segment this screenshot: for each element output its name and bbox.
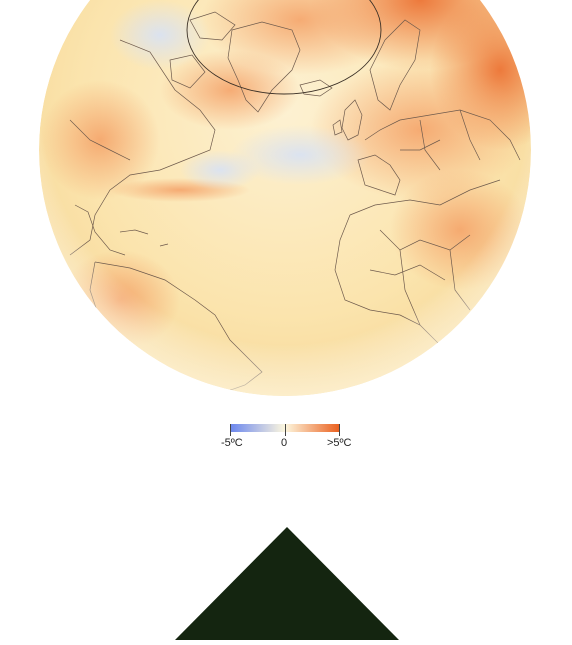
legend-tick-mid — [285, 424, 286, 436]
triangle-shape — [175, 527, 399, 640]
globe-map — [39, 0, 531, 396]
legend-max-label: >5ºC — [327, 437, 352, 449]
legend-tick-min — [230, 424, 231, 436]
decorative-triangle — [0, 520, 572, 640]
temperature-legend: -5ºC 0 >5ºC — [218, 424, 354, 454]
globe-edge-glow — [39, 0, 531, 396]
temperature-anomaly-globe — [39, 0, 531, 396]
legend-min-label: -5ºC — [221, 437, 243, 449]
legend-mid-label: 0 — [281, 437, 288, 449]
legend-tick-max — [339, 424, 340, 436]
